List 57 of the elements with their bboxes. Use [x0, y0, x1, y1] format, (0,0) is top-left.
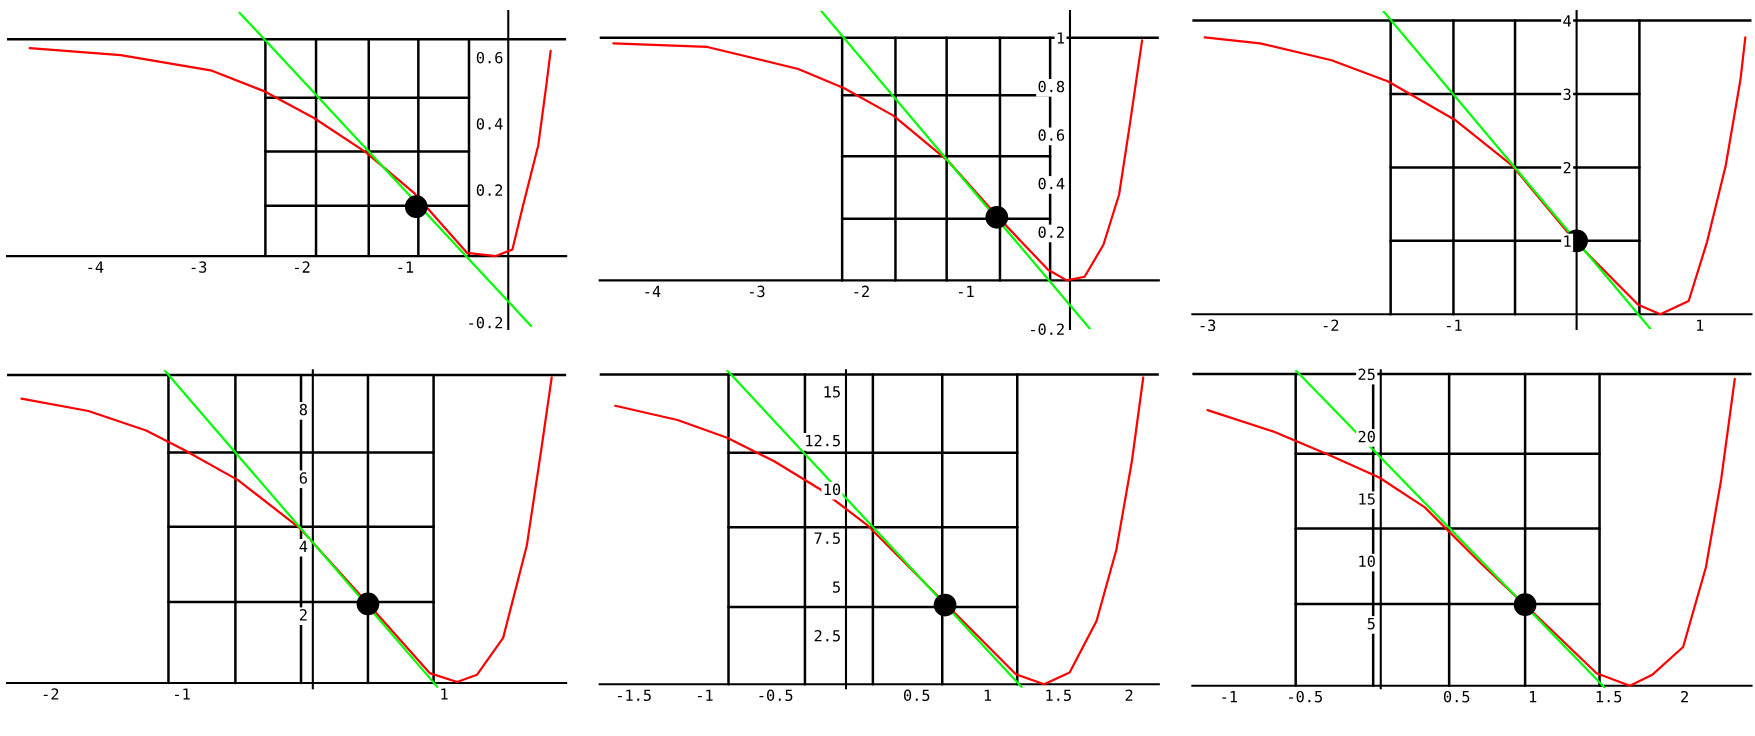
y-tick-label: 0.2	[1038, 226, 1064, 238]
x-tick-label: 1.5	[1596, 691, 1622, 703]
y-tick-label: 10	[1359, 555, 1375, 568]
y-tick-label: 2.5	[814, 629, 840, 642]
x-tick-label: -0.5	[1289, 690, 1322, 703]
x-tick-label: -3	[749, 285, 765, 298]
y-tick-label: 15	[1359, 493, 1375, 505]
y-tick-label: 12.5	[806, 434, 840, 447]
x-tick-label: 2	[1681, 690, 1688, 703]
x-tick-label: -4	[645, 285, 661, 297]
x-tick-label: -1	[398, 261, 414, 273]
x-tick-label: -1	[958, 285, 974, 297]
y-tick-label: 1	[1564, 235, 1571, 247]
y-tick-label: 0.8	[1038, 80, 1065, 93]
x-tick-label: -1	[697, 689, 713, 701]
y-tick-label: 0.4	[476, 118, 503, 130]
y-tick-label: 2	[1563, 161, 1571, 174]
x-tick-label: -4	[88, 261, 104, 273]
y-tick-label: 10	[824, 483, 841, 496]
x-tick-label: -3	[191, 261, 207, 273]
x-tick-label: -1	[175, 688, 190, 700]
y-tick-label: 2	[299, 609, 307, 621]
y-tick-label: 3	[1563, 88, 1571, 101]
x-tick-label: -1	[1222, 691, 1237, 703]
y-tick-label: 0.6	[1038, 129, 1065, 141]
x-tick-label: -0.5	[759, 689, 793, 702]
y-tick-label: 0.6	[476, 51, 503, 64]
y-tick-label: 5	[833, 581, 840, 593]
x-tick-label: 1	[1529, 691, 1537, 703]
x-tick-label: 0.5	[903, 689, 930, 702]
y-tick-label: 4	[1563, 15, 1572, 27]
y-tick-label: 4	[299, 540, 308, 552]
y-tick-label: 8	[299, 403, 307, 416]
y-tick-label: 25	[1358, 368, 1375, 381]
y-tick-label: 20	[1358, 430, 1375, 443]
y-tick-label: -0.2	[1030, 323, 1064, 335]
x-tick-label: -2	[854, 285, 869, 297]
x-tick-label: -2	[295, 261, 310, 273]
x-tick-label: -2	[1323, 319, 1339, 331]
y-tick-label: 1	[1057, 32, 1065, 44]
x-tick-label: 1	[1697, 319, 1704, 331]
x-tick-label: 1	[441, 688, 448, 700]
x-tick-label: -2	[43, 688, 59, 700]
x-tick-label: 1.5	[1046, 689, 1071, 702]
y-tick-label: 0.2	[476, 184, 503, 196]
x-tick-label: -3	[1200, 319, 1216, 332]
x-tick-label: 2	[1125, 689, 1133, 701]
y-tick-label: 0.4	[1038, 177, 1065, 190]
x-tick-label: -1.5	[617, 689, 651, 702]
y-tick-label: -0.2	[469, 316, 503, 329]
x-tick-label: -1	[1446, 319, 1462, 331]
y-tick-label: 15	[824, 386, 840, 398]
x-tick-label: 0.5	[1443, 690, 1470, 703]
x-tick-label: 1	[984, 689, 992, 701]
y-tick-label: 7.5	[814, 532, 840, 544]
y-tick-label: 6	[299, 472, 307, 484]
y-tick-label: 5	[1367, 618, 1375, 630]
